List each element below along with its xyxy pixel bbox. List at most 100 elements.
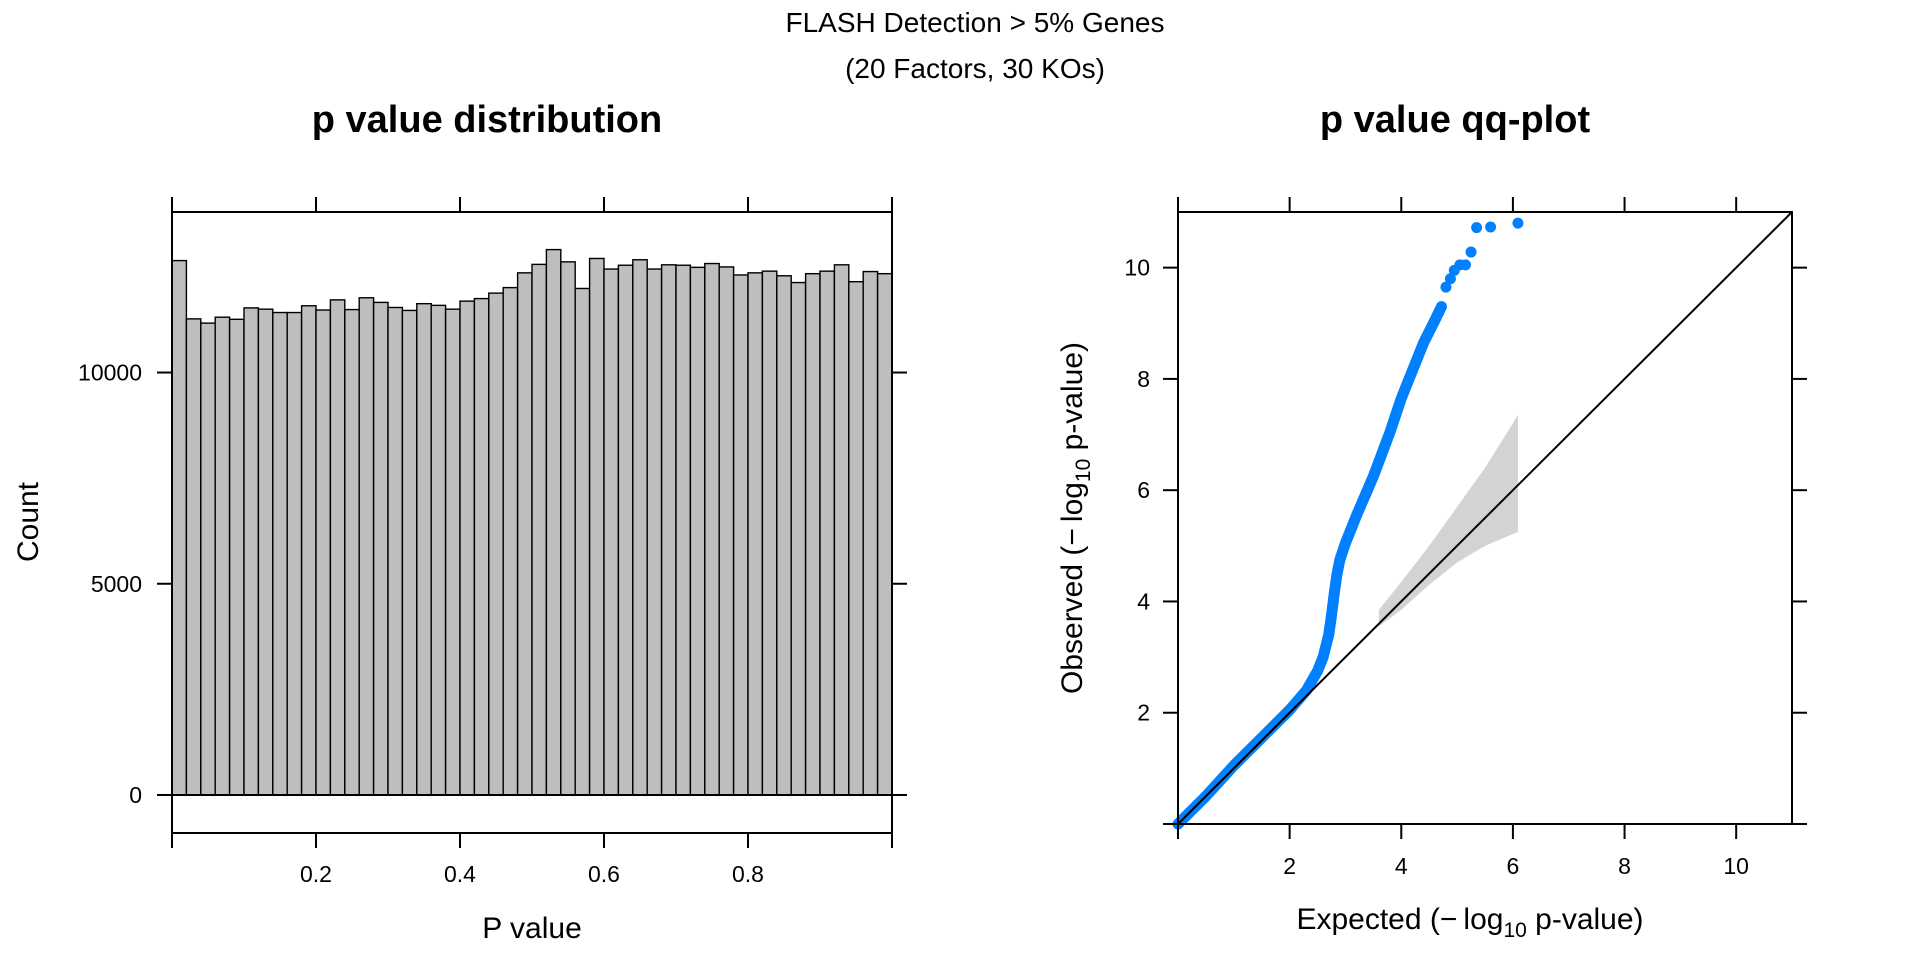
histogram-axes: 0.2 0.4 0.6 0.8 0 5000 10000 bbox=[78, 197, 907, 887]
histogram-bar bbox=[761, 270, 778, 796]
qqplot-x-label-prefix: Expected ( bbox=[1296, 903, 1439, 936]
histogram-bar bbox=[444, 308, 461, 796]
histogram-bar bbox=[660, 264, 677, 796]
qqplot-y-label-minus: − bbox=[1056, 528, 1089, 546]
qqplot-x-label-log: log bbox=[1463, 903, 1503, 936]
histogram-y-tick-label: 10000 bbox=[78, 360, 142, 386]
histogram-bars bbox=[171, 248, 893, 796]
histogram-bar bbox=[286, 311, 303, 796]
histogram-bar bbox=[804, 272, 821, 796]
histogram-bar bbox=[387, 306, 404, 796]
qqplot-confidence-band bbox=[1378, 415, 1518, 627]
histogram-bar bbox=[718, 266, 735, 796]
qqplot-axes: 2 4 6 8 10 2 4 6 8 10 bbox=[1124, 197, 1807, 879]
histogram-frame bbox=[171, 211, 893, 834]
figure-title-line2: (20 Factors, 30 KOs) bbox=[845, 53, 1105, 84]
histogram-bar bbox=[675, 264, 692, 796]
histogram-bar bbox=[243, 307, 260, 796]
histogram-bar bbox=[588, 257, 605, 796]
qqplot-point bbox=[1459, 259, 1471, 271]
histogram-bar bbox=[689, 266, 706, 796]
qqplot-y-tick-label: 8 bbox=[1137, 366, 1150, 392]
histogram-bar bbox=[416, 302, 432, 796]
histogram-bar bbox=[876, 272, 893, 796]
histogram-bar bbox=[329, 299, 346, 796]
histogram-bar bbox=[430, 304, 447, 796]
qqplot-y-tick-label: 2 bbox=[1137, 700, 1150, 726]
histogram-bar bbox=[473, 297, 490, 796]
qqplot-point bbox=[1512, 217, 1524, 229]
histogram-bar bbox=[459, 300, 476, 796]
qqplot-x-label-sub: 10 bbox=[1503, 919, 1526, 942]
histogram-bar bbox=[747, 272, 764, 796]
histogram-bar bbox=[300, 305, 317, 796]
histogram-bar bbox=[214, 316, 231, 796]
histogram-bar bbox=[848, 281, 864, 796]
histogram-bar bbox=[862, 270, 879, 796]
histogram-bar bbox=[776, 275, 792, 796]
histogram-bar bbox=[372, 301, 389, 796]
histogram-x-tick-label: 0.6 bbox=[588, 861, 620, 887]
histogram-bar bbox=[531, 263, 548, 796]
qqplot-y-tick-label: 10 bbox=[1124, 255, 1150, 281]
histogram-bar bbox=[358, 297, 375, 796]
histogram-x-axis-label: P value bbox=[482, 912, 582, 945]
histogram-bar bbox=[545, 248, 562, 796]
histogram-bar bbox=[617, 264, 634, 796]
histogram-panel: p value distribution 0.2 0.4 0.6 0.8 0 5000 10… bbox=[12, 99, 907, 945]
histogram-bar bbox=[272, 311, 288, 796]
histogram-bar bbox=[344, 308, 360, 796]
qqplot-plot-area bbox=[1172, 211, 1793, 830]
qqplot-title: p value qq-plot bbox=[1320, 99, 1591, 141]
qqplot-x-tick-label: 6 bbox=[1507, 853, 1520, 879]
histogram-bar bbox=[257, 308, 274, 796]
qqplot-x-tick-label: 10 bbox=[1723, 853, 1749, 879]
histogram-bar bbox=[632, 259, 648, 796]
histogram-bar bbox=[315, 309, 332, 796]
qqplot-y-tick-label: 6 bbox=[1137, 477, 1150, 503]
figure-title-line1: FLASH Detection > 5% Genes bbox=[786, 7, 1165, 38]
histogram-bar bbox=[833, 264, 850, 796]
qqplot-y-label-sub: 10 bbox=[1072, 459, 1095, 482]
qqplot-x-tick-label: 4 bbox=[1395, 853, 1408, 879]
histogram-bar bbox=[502, 286, 519, 796]
qqplot-observed-points-dense bbox=[1172, 301, 1447, 830]
qqplot-x-label-minus: − bbox=[1440, 903, 1458, 936]
qqplot-y-tick-label: 4 bbox=[1137, 588, 1150, 614]
histogram-y-tick-label: 5000 bbox=[91, 571, 142, 597]
histogram-bar bbox=[200, 322, 216, 796]
qqplot-x-tick-label: 8 bbox=[1618, 853, 1631, 879]
qqplot-frame bbox=[1177, 211, 1793, 825]
qqplot-point bbox=[1471, 222, 1483, 234]
histogram-bar bbox=[488, 292, 504, 796]
qqplot-x-axis-label: Expected (− log10 p-value) bbox=[1296, 903, 1643, 942]
qqplot-y-label-log: log bbox=[1056, 482, 1089, 522]
qqplot-y-axis-label: Observed (− log10 p-value) bbox=[1056, 342, 1095, 694]
histogram-bar bbox=[560, 261, 576, 796]
histogram-bar bbox=[228, 318, 245, 796]
histogram-bar bbox=[646, 268, 663, 796]
histogram-y-tick-label: 0 bbox=[129, 782, 142, 808]
histogram-bar bbox=[171, 259, 188, 796]
histogram-title: p value distribution bbox=[312, 99, 662, 141]
qqplot-reference-line bbox=[1177, 211, 1793, 825]
qqplot-x-tick-label: 2 bbox=[1283, 853, 1296, 879]
histogram-bar bbox=[732, 274, 749, 796]
qqplot-y-label-prefix: Observed ( bbox=[1056, 546, 1089, 694]
qqplot-point bbox=[1485, 221, 1497, 233]
histogram-x-tick-label: 0.8 bbox=[732, 861, 764, 887]
qqplot-point bbox=[1440, 281, 1452, 293]
histogram-bar bbox=[790, 281, 807, 796]
qqplot-point bbox=[1465, 246, 1477, 258]
histogram-bar bbox=[603, 268, 620, 796]
qqplot-y-label-suffix: p-value) bbox=[1056, 342, 1089, 459]
histogram-bar bbox=[704, 262, 720, 796]
histogram-y-axis-label: Count bbox=[12, 481, 45, 562]
histogram-bar bbox=[185, 318, 202, 796]
histogram-bar bbox=[819, 270, 836, 796]
histogram-bar bbox=[574, 287, 591, 796]
qqplot-point bbox=[1444, 273, 1456, 285]
qqplot-x-label-suffix: p-value) bbox=[1527, 903, 1644, 936]
